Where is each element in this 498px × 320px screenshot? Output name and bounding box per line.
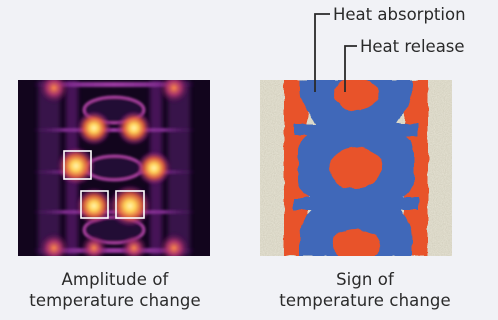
caption-amplitude: Amplitude of temperature change: [0, 269, 230, 311]
caption-amplitude-line-2: temperature change: [29, 291, 201, 310]
highlight-box-2: [80, 190, 109, 219]
highlight-box-3: [115, 190, 145, 219]
caption-sign-line-2: temperature change: [279, 291, 451, 310]
leader-line-absorption: [314, 13, 330, 92]
callout-heat-absorption: Heat absorption: [333, 5, 466, 24]
amplitude-map: [18, 80, 210, 256]
caption-amplitude-line-1: Amplitude of: [61, 270, 169, 289]
sign-map: [260, 80, 452, 256]
highlight-box-1: [63, 150, 92, 180]
caption-sign-line-1: Sign of: [336, 270, 394, 289]
caption-sign: Sign of temperature change: [240, 269, 490, 311]
callout-heat-release: Heat release: [360, 37, 465, 56]
leader-line-release: [344, 45, 357, 92]
